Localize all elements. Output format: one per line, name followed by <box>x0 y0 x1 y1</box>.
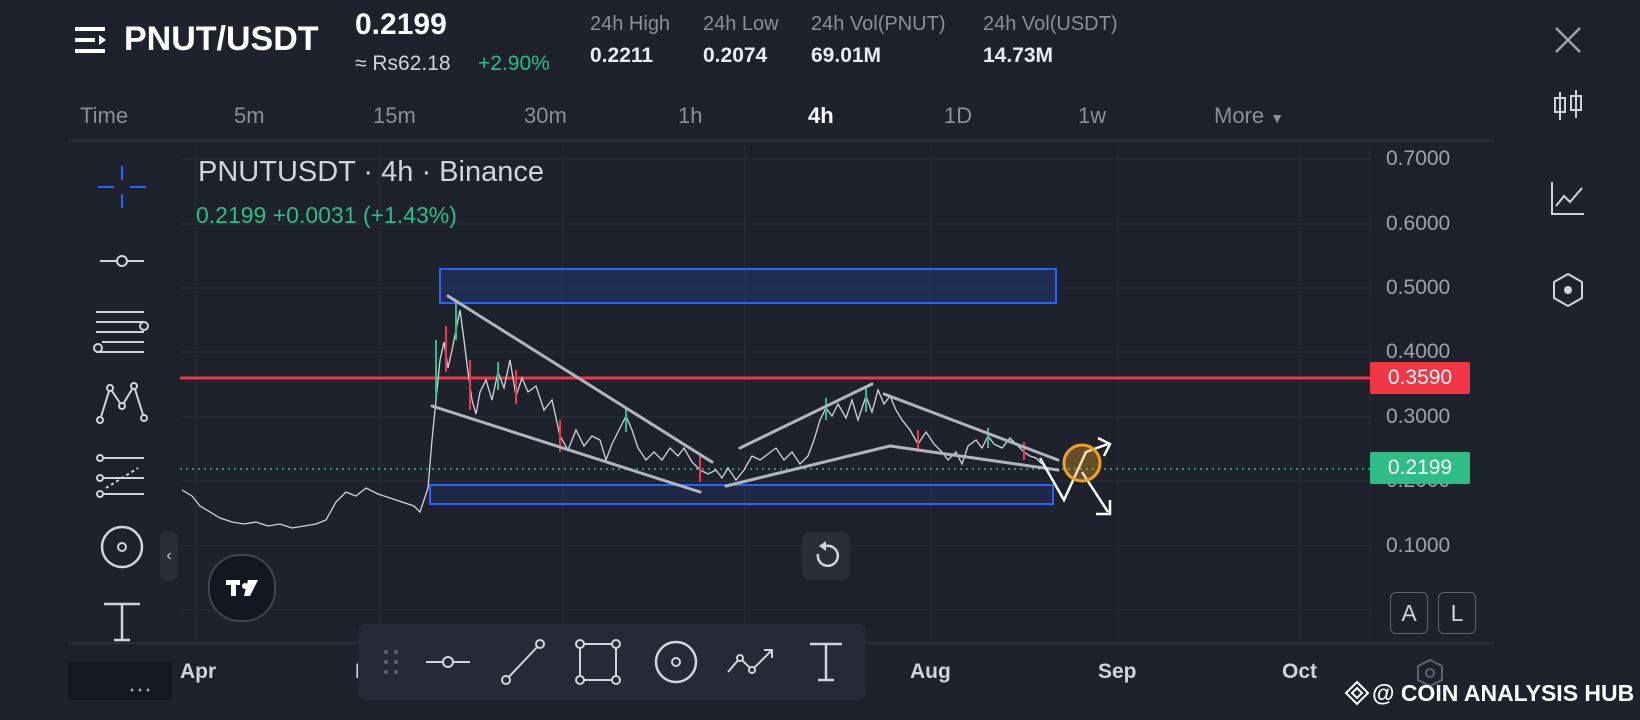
date-tick: Oct <box>1282 660 1318 683</box>
tab-1d[interactable]: 1D <box>944 103 973 128</box>
date-tick: Apr <box>180 660 217 683</box>
stat-vol-quote-value: 14.73M <box>983 44 1054 67</box>
trading-pair-title[interactable]: PNUT/USDT <box>124 20 319 58</box>
text-tool-icon[interactable] <box>92 596 152 646</box>
stat-vol-quote-label: 24h Vol(USDT) <box>983 13 1118 35</box>
collapse-toolbar-icon[interactable]: ‹ <box>160 532 178 580</box>
tab-5m[interactable]: 5m <box>234 103 265 128</box>
chart-quote: 0.2199 +0.0031 (+1.43%) <box>196 202 457 228</box>
more-tools-button[interactable] <box>68 662 172 720</box>
date-tick: Sep <box>1098 660 1137 683</box>
pattern-tool-icon[interactable] <box>92 376 152 426</box>
tab-4h[interactable]: 4h <box>808 103 834 128</box>
change-percent: +2.90% <box>478 52 550 75</box>
fiat-price: ≈ Rs62.18 <box>355 52 451 75</box>
stat-24h-high-label: 24h High <box>590 13 671 35</box>
stat-24h-low-label: 24h Low <box>703 13 779 35</box>
crosshair-icon[interactable] <box>92 162 152 212</box>
log-scale-button[interactable]: L <box>1438 592 1476 634</box>
last-price-tag: 0.2199 <box>1370 452 1470 484</box>
auto-scale-button[interactable]: A <box>1390 592 1428 634</box>
date-tick: Aug <box>910 660 951 683</box>
trend-line-tool-icon[interactable] <box>498 638 546 686</box>
resistance-price-tag: 0.3590 <box>1370 362 1470 394</box>
close-icon[interactable] <box>1552 24 1584 56</box>
stat-24h-high-value: 0.2211 <box>590 44 654 67</box>
last-price: 0.2199 <box>355 8 447 41</box>
supply-zone <box>439 268 1057 304</box>
drag-handle-icon[interactable] <box>368 638 416 686</box>
more-label: More <box>1214 103 1265 128</box>
tab-1h[interactable]: 1h <box>678 103 703 128</box>
watermark-text: @ COIN ANALYSIS HUB <box>1372 680 1635 706</box>
demand-zone <box>429 484 1054 505</box>
price-tick: 0.4000 <box>1386 340 1451 363</box>
path-tool-icon[interactable] <box>726 638 774 686</box>
forecast-tool-icon[interactable] <box>92 450 152 500</box>
text-annotation-tool-icon[interactable] <box>802 638 850 686</box>
highlight-circle <box>1062 443 1102 483</box>
reset-chart-button[interactable] <box>802 532 850 580</box>
indicators-icon[interactable] <box>1548 178 1588 218</box>
fib-retracement-icon[interactable] <box>92 306 152 356</box>
ellipse-tool-icon[interactable] <box>92 522 152 572</box>
price-tick: 0.5000 <box>1386 276 1451 299</box>
price-tick: 0.1000 <box>1386 534 1451 557</box>
rectangle-tool-icon[interactable] <box>574 638 622 686</box>
caret-down-icon: ▼ <box>1270 110 1285 126</box>
price-tick: 0.7000 <box>1386 147 1451 170</box>
circle-tool-icon[interactable] <box>652 638 700 686</box>
price-series <box>181 309 1043 529</box>
stat-vol-base-label: 24h Vol(PNUT) <box>811 13 946 35</box>
tradingview-logo <box>208 554 276 622</box>
tab-time[interactable]: Time <box>80 103 129 128</box>
stat-24h-low-value: 0.2074 <box>703 44 768 67</box>
tab-30m[interactable]: 30m <box>524 103 567 128</box>
horizontal-line-icon[interactable] <box>92 236 152 286</box>
price-tick: 0.3000 <box>1386 405 1451 428</box>
menu-icon[interactable] <box>75 25 109 55</box>
chart-settings-icon[interactable] <box>1410 650 1450 690</box>
horizontal-line-tool-icon[interactable] <box>424 638 472 686</box>
tab-more[interactable]: More ▼ <box>1214 103 1284 129</box>
tab-1w[interactable]: 1w <box>1078 103 1107 128</box>
chart-symbol-title: PNUTUSDT · 4h · Binance <box>198 156 544 188</box>
candlestick-type-icon[interactable] <box>1548 86 1588 126</box>
tab-15m[interactable]: 15m <box>373 103 416 128</box>
watermark-logo-icon <box>1344 680 1370 711</box>
settings-hexagon-icon[interactable] <box>1548 270 1588 310</box>
stat-vol-base-value: 69.01M <box>811 44 882 67</box>
price-tick: 0.6000 <box>1386 212 1451 235</box>
